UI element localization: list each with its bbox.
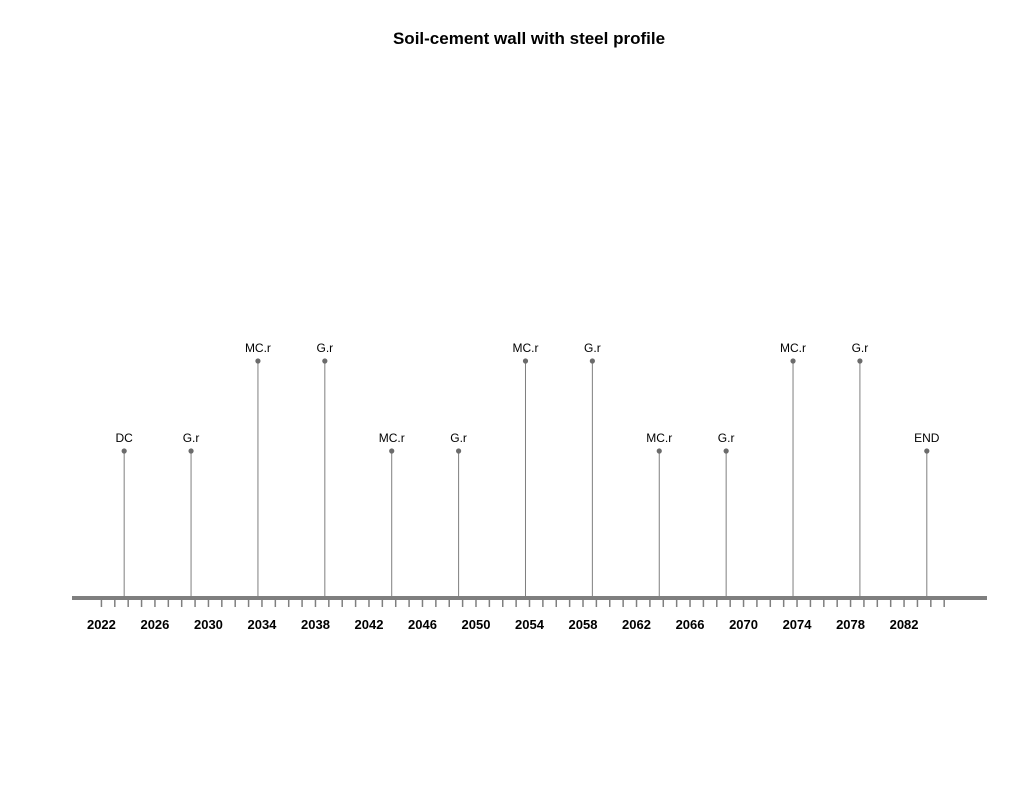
event-point bbox=[522, 358, 529, 364]
year-tick-label: 2082 bbox=[890, 617, 919, 632]
event-point bbox=[188, 448, 194, 454]
year-tick-label: 2066 bbox=[676, 617, 705, 632]
year-tick-label: 2078 bbox=[836, 617, 865, 632]
chart-title: Soil-cement wall with steel profile bbox=[393, 29, 665, 48]
year-tick-label: 2062 bbox=[622, 617, 651, 632]
event-label: END bbox=[914, 431, 940, 445]
event-point bbox=[924, 448, 930, 454]
event-label: MC.r bbox=[245, 341, 271, 355]
year-tick-label: 2050 bbox=[462, 617, 491, 632]
year-tick-label: 2030 bbox=[194, 617, 223, 632]
year-tick-label: 2058 bbox=[569, 617, 598, 632]
event-label: G.r bbox=[450, 431, 467, 445]
event-point bbox=[589, 358, 595, 364]
event-label: G.r bbox=[584, 341, 601, 355]
event-point bbox=[857, 358, 863, 364]
time-axis: 2022 2026 2030 2034 2038 2042 2046 2050 2054 2058… bbox=[72, 596, 987, 632]
event-point bbox=[255, 358, 261, 364]
event-point bbox=[456, 448, 462, 454]
event-label: MC.r bbox=[780, 341, 806, 355]
year-tick-label: 2038 bbox=[301, 617, 330, 632]
event-label: G.r bbox=[183, 431, 200, 445]
event-point bbox=[322, 358, 328, 364]
event-label: G.r bbox=[316, 341, 333, 355]
event-point bbox=[121, 448, 127, 454]
event-label: G.r bbox=[852, 341, 869, 355]
year-tick-label: 2034 bbox=[247, 617, 277, 632]
year-tick-label: 2054 bbox=[515, 617, 545, 632]
year-tick-label: 2046 bbox=[408, 617, 437, 632]
year-tick-label: 2042 bbox=[355, 617, 384, 632]
event-label: MC.r bbox=[379, 431, 405, 445]
event-label: DC bbox=[115, 431, 133, 445]
event-point bbox=[723, 448, 729, 454]
event-label: G.r bbox=[718, 431, 735, 445]
event-label: MC.r bbox=[646, 431, 672, 445]
event-label: MC.r bbox=[512, 341, 538, 355]
event-markers: DC G.r MC.r G.r MC.r G.r MC.r G.r MC.r G.r MC.r G.r… bbox=[115, 341, 940, 598]
event-point bbox=[656, 448, 662, 454]
event-point bbox=[790, 358, 796, 364]
event-point bbox=[389, 448, 395, 454]
year-tick-label: 2026 bbox=[140, 617, 169, 632]
year-tick-label: 2074 bbox=[783, 617, 813, 632]
year-tick-label: 2070 bbox=[729, 617, 758, 632]
year-tick-label: 2022 bbox=[87, 617, 116, 632]
